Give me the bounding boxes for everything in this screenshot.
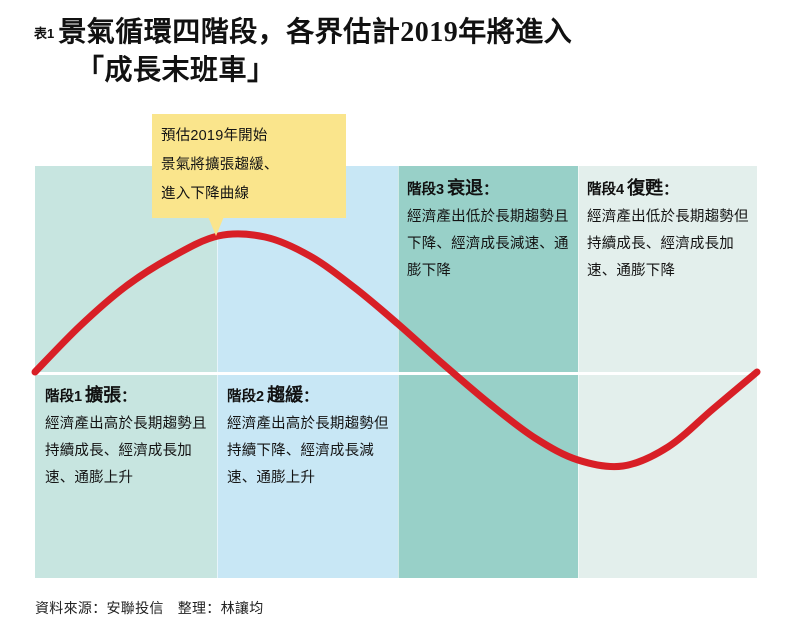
source-value: 安聯投信 <box>106 600 164 616</box>
stage-4-heading: 階段4 復甦： <box>587 176 755 203</box>
stage-3-body: 經濟產出低於長期趨勢且下降、經濟成長減速、通膨下降 <box>407 209 569 279</box>
stage-3-number: 階段3 <box>407 182 445 198</box>
stage-box-1: 階段1 擴張： 經濟產出高於長期趨勢且持續成長、經濟成長加速、通膨上升 <box>45 383 213 492</box>
stage-3-name: 衰退 <box>447 178 484 198</box>
table-number-tag: 表1 <box>34 26 55 41</box>
stage-box-2: 階段2 趨緩： 經濟產出高於長期趨勢但持續下降、經濟成長減速、通膨上升 <box>227 383 395 492</box>
stage-2-number: 階段2 <box>227 389 265 405</box>
page-title: 表1 景氣循環四階段，各界估計2019年將進入 「成長末班車」 <box>34 14 774 89</box>
editor-label: 整理： <box>177 600 221 616</box>
forecast-callout-pointer <box>207 214 225 236</box>
stage-2-heading: 階段2 趨緩： <box>227 383 395 410</box>
stage-1-body: 經濟產出高於長期趨勢且持續成長、經濟成長加速、通膨上升 <box>45 416 207 486</box>
title-line-2: 「成長末班車」 <box>76 55 276 86</box>
stage-4-number: 階段4 <box>587 182 625 198</box>
stage-4-name: 復甦 <box>627 178 664 198</box>
forecast-callout: 預估2019年開始 景氣將擴張趨緩、 進入下降曲線 <box>152 114 346 218</box>
stage-4-body: 經濟產出低於長期趨勢但持續成長、經濟成長加速、通膨下降 <box>587 209 749 279</box>
title-line-1-text: 景氣循環四階段，各界估計2019年將進入 <box>58 17 573 48</box>
stage-3-colon: ： <box>483 181 499 198</box>
stage-2-colon: ： <box>303 388 319 405</box>
source-label: 資料來源： <box>35 600 107 616</box>
stage-1-name: 擴張 <box>85 385 122 405</box>
source-footer: 資料來源：安聯投信 整理：林讓均 <box>35 598 264 618</box>
stage-1-colon: ： <box>121 388 137 405</box>
business-cycle-chart: 階段3 衰退： 經濟產出低於長期趨勢且下降、經濟成長減速、通膨下降 階段4 復甦： … <box>31 166 761 578</box>
stage-3-heading: 階段3 衰退： <box>407 176 575 203</box>
stage-1-number: 階段1 <box>45 389 83 405</box>
title-line-1: 表1 景氣循環四階段，各界估計2019年將進入 <box>34 14 774 52</box>
forecast-callout-text: 預估2019年開始 景氣將擴張趨緩、 進入下降曲線 <box>161 128 279 202</box>
stage-2-body: 經濟產出高於長期趨勢但持續下降、經濟成長減速、通膨上升 <box>227 416 389 486</box>
stage-box-4: 階段4 復甦： 經濟產出低於長期趨勢但持續成長、經濟成長加速、通膨下降 <box>587 176 755 285</box>
stage-box-3: 階段3 衰退： 經濟產出低於長期趨勢且下降、經濟成長減速、通膨下降 <box>407 176 575 285</box>
editor-value: 林讓均 <box>220 600 264 616</box>
long-run-trend-line <box>35 372 757 375</box>
stage-2-name: 趨緩 <box>267 385 304 405</box>
stage-1-heading: 階段1 擴張： <box>45 383 213 410</box>
stage-4-colon: ： <box>663 181 679 198</box>
